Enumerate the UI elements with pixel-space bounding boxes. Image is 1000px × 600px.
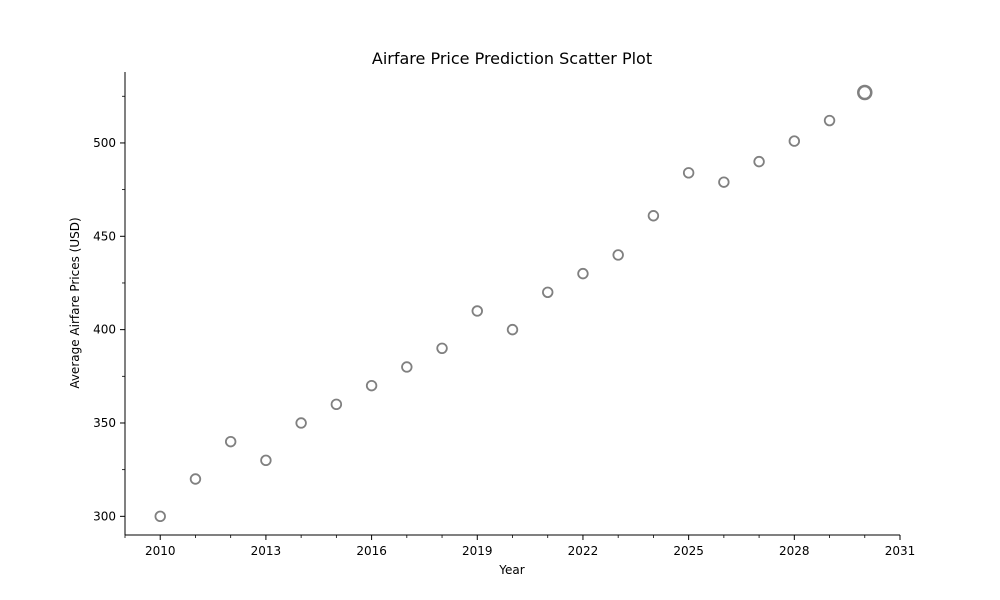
data-points bbox=[154, 84, 873, 523]
x-tick-label: 2016 bbox=[356, 544, 387, 558]
y-tick-label: 500 bbox=[93, 136, 116, 150]
y-ticks: 300 350 400 450 500 bbox=[93, 95, 125, 523]
y-tick-label: 400 bbox=[93, 323, 116, 337]
data-point bbox=[857, 84, 873, 101]
data-point bbox=[718, 176, 730, 188]
x-tick-label: 2010 bbox=[145, 544, 176, 558]
data-point bbox=[682, 167, 695, 179]
data-point bbox=[189, 473, 202, 485]
data-point bbox=[823, 114, 836, 127]
data-point bbox=[401, 361, 413, 373]
x-tick-label: 2019 bbox=[462, 544, 493, 558]
data-point bbox=[577, 267, 589, 280]
data-point bbox=[612, 249, 624, 261]
y-tick-label: 450 bbox=[93, 229, 116, 243]
data-point bbox=[260, 454, 272, 467]
data-point bbox=[295, 417, 307, 429]
data-point bbox=[542, 286, 554, 298]
data-point bbox=[365, 379, 378, 392]
y-tick-label: 350 bbox=[93, 416, 116, 430]
y-axis-label: Average Airfare Prices (USD) bbox=[68, 217, 82, 388]
axes bbox=[124, 72, 900, 536]
x-tick-label: 2025 bbox=[673, 544, 704, 558]
data-point bbox=[224, 435, 237, 448]
data-point bbox=[647, 210, 660, 222]
y-tick-label: 300 bbox=[93, 509, 116, 523]
data-point bbox=[788, 135, 801, 147]
chart-title: Airfare Price Prediction Scatter Plot bbox=[372, 49, 652, 68]
x-tick-label: 2031 bbox=[885, 544, 916, 558]
x-axis-label: Year bbox=[498, 563, 524, 577]
data-point bbox=[330, 398, 343, 411]
data-point bbox=[471, 305, 483, 317]
data-point bbox=[436, 342, 448, 355]
x-tick-label: 2028 bbox=[779, 544, 810, 558]
x-tick-label: 2022 bbox=[568, 544, 599, 558]
data-point bbox=[154, 510, 166, 523]
data-point bbox=[506, 323, 519, 336]
x-tick-label: 2013 bbox=[251, 544, 282, 558]
x-ticks: 2010 2013 2016 2019 2022 2025 2028 2031 bbox=[124, 535, 916, 558]
data-point bbox=[753, 155, 765, 168]
